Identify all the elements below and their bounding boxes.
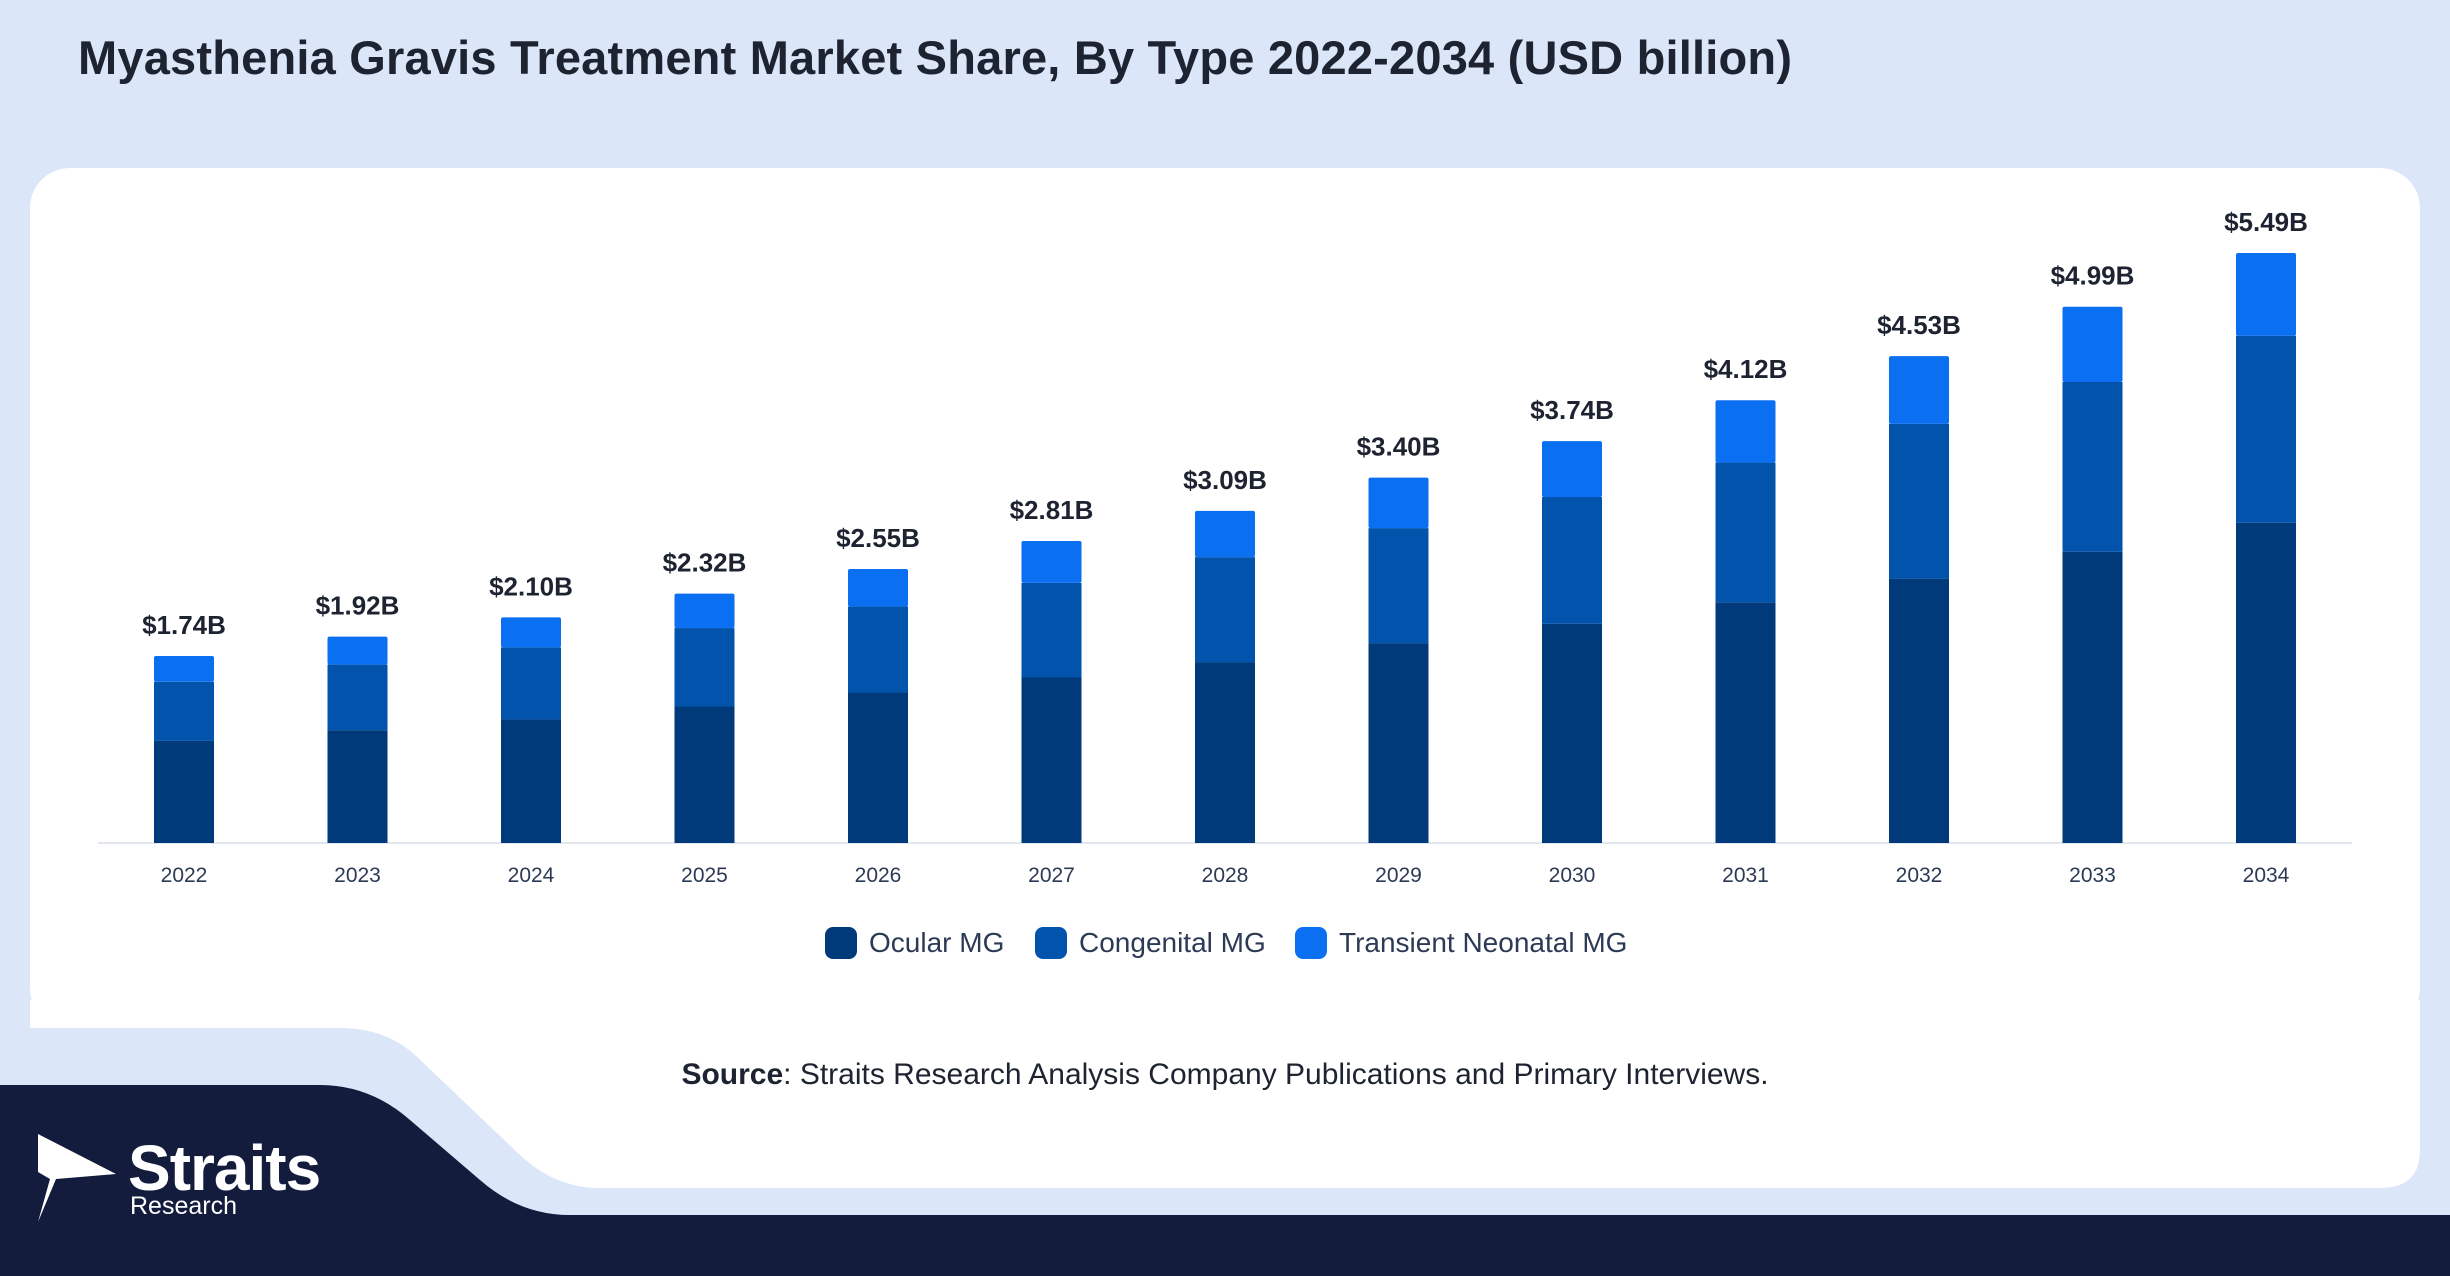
x-tick-2033: 2033 (2069, 864, 2116, 887)
total-label-2023: $1.92B (316, 591, 400, 621)
x-tick-2034: 2034 (2243, 864, 2290, 887)
bar-transient-neonatal-mg-2022 (154, 656, 214, 682)
total-label-2033: $4.99B (2051, 261, 2135, 291)
total-label-2031: $4.12B (1704, 354, 1788, 384)
source-note: Source: Straits Research Analysis Compan… (0, 1058, 2450, 1092)
bar-congenital-mg-2030 (1542, 496, 1602, 624)
bar-congenital-mg-2022 (154, 681, 214, 741)
x-tick-2024: 2024 (508, 864, 555, 887)
bar-transient-neonatal-mg-2025 (674, 593, 735, 629)
x-tick-2025: 2025 (681, 864, 728, 887)
bar-ocular-mg-2024 (501, 719, 561, 843)
total-label-2034: $5.49B (2224, 207, 2308, 237)
bar-transient-neonatal-mg-2026 (848, 568, 908, 607)
source-text: : Straits Research Analysis Company Publ… (783, 1058, 1769, 1091)
brand-sub: Research (130, 1192, 237, 1220)
source-panel (30, 1000, 2420, 1188)
bar-transient-neonatal-mg-2023 (327, 636, 388, 665)
legend-swatch-transient-neonatal-mg (1295, 927, 1327, 959)
bar-transient-neonatal-mg-2027 (1021, 541, 1082, 583)
total-label-2027: $2.81B (1010, 495, 1094, 525)
legend: Ocular MG Congenital MG Transient Neonatal… (825, 927, 1627, 959)
footer-band (0, 1085, 2450, 1276)
source-label: Source (681, 1058, 784, 1091)
bar-transient-neonatal-mg-2033 (2062, 306, 2123, 382)
bar-transient-neonatal-mg-2024 (501, 617, 561, 648)
bar-congenital-mg-2024 (501, 647, 561, 720)
bar-congenital-mg-2034 (2236, 335, 2296, 523)
bar-congenital-mg-2023 (327, 664, 388, 731)
total-label-2032: $4.53B (1877, 310, 1961, 340)
bar-transient-neonatal-mg-2029 (1368, 477, 1429, 529)
bar-congenital-mg-2033 (2062, 381, 2123, 552)
bar-transient-neonatal-mg-2034 (2236, 253, 2296, 336)
bar-ocular-mg-2022 (154, 740, 214, 843)
x-tick-2029: 2029 (1375, 864, 1422, 887)
bar-ocular-mg-2032 (1889, 578, 1949, 843)
x-tick-2023: 2023 (334, 864, 381, 887)
total-label-2026: $2.55B (836, 523, 920, 553)
bar-congenital-mg-2025 (674, 628, 735, 707)
legend-label-transient-neonatal-mg: Transient Neonatal MG (1339, 927, 1627, 958)
x-tick-2030: 2030 (1549, 864, 1596, 887)
bar-ocular-mg-2030 (1542, 623, 1602, 843)
bar-transient-neonatal-mg-2028 (1195, 510, 1255, 558)
page-title: Myasthenia Gravis Treatment Market Share… (78, 31, 1793, 84)
legend-swatch-ocular-mg (825, 927, 857, 959)
total-label-2024: $2.10B (489, 571, 573, 601)
legend-swatch-congenital-mg (1035, 927, 1067, 959)
total-label-2028: $3.09B (1183, 465, 1267, 495)
legend-label-congenital-mg: Congenital MG (1079, 927, 1266, 958)
x-tick-2027: 2027 (1028, 864, 1075, 887)
bar-ocular-mg-2025 (674, 706, 735, 843)
x-tick-2022: 2022 (161, 864, 208, 887)
bar-ocular-mg-2029 (1368, 643, 1429, 843)
brand-name: Straits (128, 1132, 321, 1204)
bar-congenital-mg-2027 (1021, 582, 1082, 678)
total-label-2030: $3.74B (1530, 395, 1614, 425)
total-label-2029: $3.40B (1357, 432, 1441, 462)
bar-congenital-mg-2031 (1715, 462, 1776, 603)
bar-ocular-mg-2026 (848, 692, 908, 843)
bar-ocular-mg-2023 (327, 730, 388, 843)
bar-congenital-mg-2026 (848, 606, 908, 693)
bar-transient-neonatal-mg-2030 (1542, 441, 1602, 497)
bar-ocular-mg-2028 (1195, 662, 1255, 843)
bar-congenital-mg-2029 (1368, 528, 1429, 644)
total-label-2025: $2.32B (663, 548, 747, 578)
x-tick-2031: 2031 (1722, 864, 1769, 887)
x-tick-2032: 2032 (1896, 864, 1943, 887)
bar-transient-neonatal-mg-2031 (1715, 400, 1776, 463)
legend-label-ocular-mg: Ocular MG (869, 927, 1004, 958)
bar-ocular-mg-2033 (2062, 551, 2123, 843)
straits-arrow-icon (38, 1134, 116, 1222)
brand-logo: Straits Research (36, 1130, 356, 1230)
bar-congenital-mg-2028 (1195, 557, 1255, 663)
bar-ocular-mg-2027 (1021, 677, 1082, 843)
bar-ocular-mg-2034 (2236, 522, 2296, 843)
x-tick-2026: 2026 (855, 864, 902, 887)
x-tick-2028: 2028 (1202, 864, 1249, 887)
bar-ocular-mg-2031 (1715, 602, 1776, 843)
bar-congenital-mg-2032 (1889, 423, 1949, 579)
bar-transient-neonatal-mg-2032 (1889, 356, 1949, 424)
total-label-2022: $1.74B (142, 610, 226, 640)
